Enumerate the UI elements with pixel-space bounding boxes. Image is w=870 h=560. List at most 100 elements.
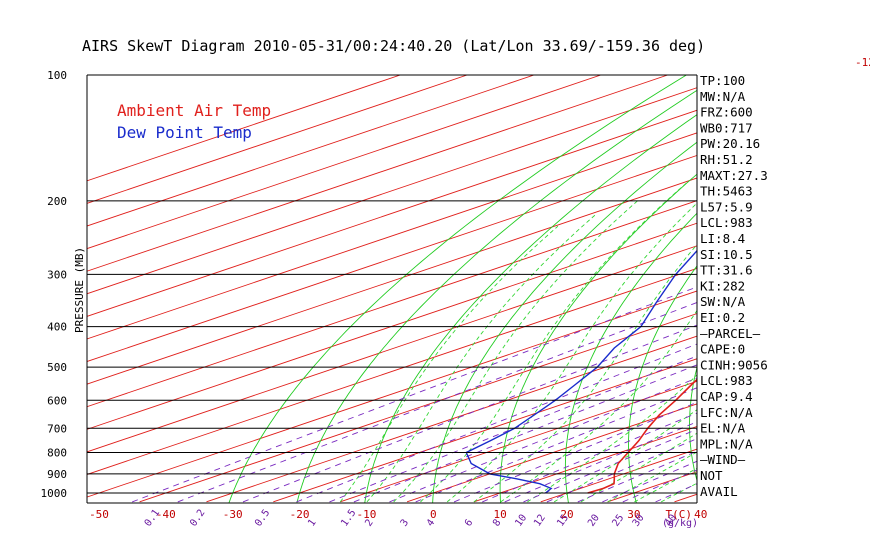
stat-item: CAP:9.4 — [700, 389, 753, 404]
bottom-temp-tick-label: -30 — [223, 508, 243, 521]
mixing-ratio-label: 0.2 — [188, 508, 207, 529]
stat-item: MW:N/A — [700, 89, 746, 104]
isotherm-line — [87, 75, 468, 204]
stat-item: LCL:983 — [700, 215, 753, 230]
pressure-tick-label: 100 — [47, 69, 67, 82]
stat-item: LCL:983 — [700, 373, 753, 388]
stat-item: RH:51.2 — [700, 152, 753, 167]
isotherm-line — [406, 403, 697, 503]
isotherm-line — [87, 132, 697, 340]
axes — [86, 74, 698, 504]
moist-adiabat-line — [420, 181, 689, 503]
legend-dew-point-temp: Dew Point Temp — [117, 123, 252, 142]
isotherm-line — [87, 290, 697, 498]
moist-adiabat-line — [527, 374, 697, 503]
stat-item: MPL:N/A — [700, 436, 753, 451]
bottom-temp-tick-label: 30 — [627, 508, 640, 521]
stat-item: SI:10.5 — [700, 247, 753, 262]
stat-item: CINH:9056 — [700, 357, 768, 372]
isotherm-line — [87, 75, 535, 227]
bottom-temp-tick-label: 10 — [494, 508, 507, 521]
isotherm-line — [87, 222, 697, 430]
profiles — [465, 249, 697, 494]
bottom-temp-tick-label: -40 — [156, 508, 176, 521]
stat-item: TH:5463 — [700, 184, 753, 199]
isotherm-line — [87, 154, 697, 363]
moist-adiabat-line — [393, 200, 638, 503]
mixing-ratio-line — [177, 301, 697, 503]
bottom-temp-tick-label: -10 — [357, 508, 377, 521]
mixing-ratio-label: 4 — [425, 517, 437, 528]
pressure-tick-label: 500 — [47, 361, 67, 374]
isotherm-line — [741, 75, 870, 502]
isotherm-line — [808, 75, 870, 502]
stat-item: WB0:717 — [700, 120, 753, 135]
mixing-ratio-label: 1 — [306, 517, 318, 528]
mixing-ratio-label: 3 — [399, 517, 411, 528]
stat-item: SW:N/A — [700, 294, 746, 309]
moist-adiabat-line — [580, 432, 697, 503]
isotherm-line — [87, 245, 697, 453]
chart-title: AIRS SkewT Diagram 2010-05-31/00:24:40.2… — [82, 37, 705, 55]
bottom-temp-tick-label: -50 — [89, 508, 109, 521]
mixing-ratio-line — [546, 438, 697, 503]
mixing-ratio-label: 20 — [586, 513, 602, 529]
isotherm-line — [206, 335, 697, 503]
stat-item: KI:282 — [700, 278, 745, 293]
mixing-ratio-label: 10 — [513, 513, 529, 529]
isotherm-line — [87, 75, 668, 272]
pressure-tick-label: 400 — [47, 321, 67, 334]
mixing-ratio-line — [132, 286, 697, 503]
isotherm-line — [87, 75, 401, 182]
stat-item: –PARCEL– — [700, 326, 761, 341]
stat-item: FRZ:600 — [700, 105, 753, 120]
stat-item: EI:0.2 — [700, 310, 745, 325]
isotherm-line — [139, 313, 697, 503]
mixing-ratio-line — [523, 428, 697, 503]
moist-adiabat-line — [366, 213, 597, 503]
mixing-ratio-line — [389, 377, 697, 503]
dewpoint-profile — [465, 249, 697, 494]
mixing-ratio-label: 25 — [610, 513, 626, 529]
mixing-ratio-line — [482, 412, 697, 503]
isotherm-line — [87, 109, 697, 317]
dry-adiabat-line — [862, 75, 870, 504]
stat-item: NOT — [700, 468, 723, 483]
bottom-temp-tick-label: 40 — [694, 508, 707, 521]
top-temp-tick-label: -120 — [855, 56, 870, 69]
mixing-ratio-label: 8 — [491, 517, 503, 528]
mixing-ratio-line — [577, 450, 697, 503]
x-axis-label: T(C) — [666, 508, 693, 521]
mixing-ratio-label: 12 — [532, 513, 548, 529]
legend-ambient-air-temp: Ambient Air Temp — [117, 101, 271, 120]
bottom-temp-tick-label: 0 — [430, 508, 437, 521]
pressure-tick-label: 700 — [47, 422, 67, 435]
pressure-tick-label: 200 — [47, 195, 67, 208]
mixing-ratio-line — [622, 469, 697, 503]
pressure-tick-label: 300 — [47, 268, 67, 281]
dry-adiabat-line — [806, 75, 870, 504]
temperature-profile — [587, 378, 697, 494]
stats-panel: TP:100MW:N/AFRZ:600WB0:717PW:20.16RH:51.… — [700, 73, 768, 499]
mixing-ratio-unit: (g/kg) — [662, 518, 698, 529]
isotherm-line — [273, 358, 697, 503]
mixing-ratio-line — [353, 364, 697, 503]
isotherm-line — [87, 75, 601, 250]
stat-item: L57:5.9 — [700, 199, 753, 214]
stat-item: PW:20.16 — [700, 136, 760, 151]
mixing-ratio-line — [296, 343, 697, 503]
stat-item: LI:8.4 — [700, 231, 745, 246]
mixing-ratio-label: 0.5 — [253, 508, 272, 529]
isotherm-line — [87, 267, 697, 475]
dry-adiabat-line — [749, 75, 870, 504]
stat-item: AVAIL — [700, 484, 738, 499]
stat-item: CAPE:0 — [700, 342, 745, 357]
ylabel-group: PRESSURE (MB) — [73, 247, 86, 333]
isotherm-line — [340, 380, 697, 503]
moist-adiabat-line — [553, 409, 697, 503]
pressure-tick-label: 600 — [47, 394, 67, 407]
isotherm-line — [87, 177, 697, 385]
moist-adiabat-line — [500, 309, 697, 503]
mixing-ratio-label: 2 — [363, 517, 375, 528]
